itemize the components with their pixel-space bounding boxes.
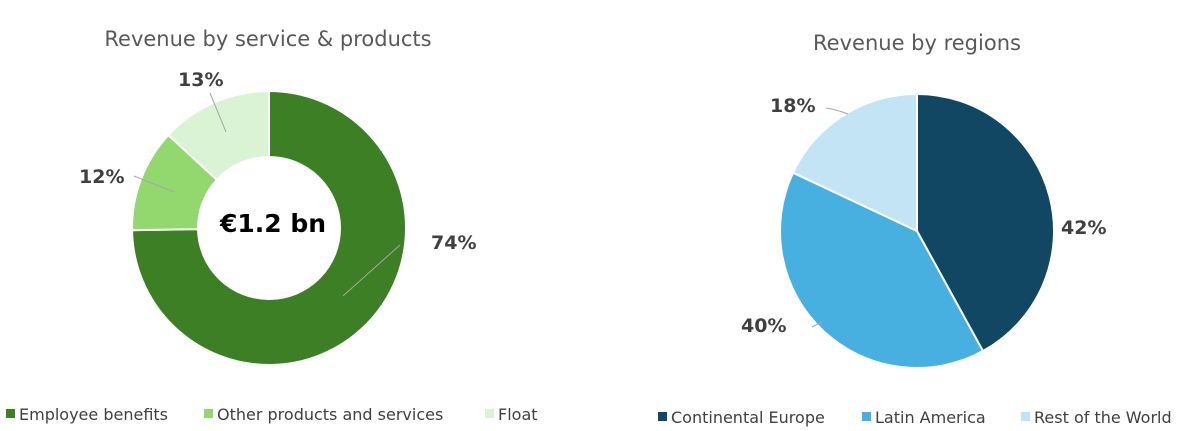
legend-label-other-products: Other products and services (217, 405, 443, 424)
data-label-float: 13% (178, 69, 223, 91)
slice-float (166, 89, 270, 182)
leader-line-employee-benefits (342, 244, 401, 297)
data-label-rest-of-world: 18% (770, 95, 815, 117)
chart2-slices (779, 92, 1055, 369)
leader-line-rest-of-world (825, 107, 849, 115)
leader-line-latin-america (811, 321, 823, 328)
revenue-by-service-chart: Revenue by service & products 74% 12% 13… (6, 27, 538, 424)
data-label-latin-america: 40% (741, 315, 786, 337)
legend-swatch-latin-america (862, 412, 871, 421)
chart2-legend: Continental Europe Latin America Rest of… (658, 408, 1172, 427)
chart1-legend: Employee benefits Other products and ser… (6, 405, 538, 424)
legend-swatch-float (485, 409, 494, 418)
legend-swatch-employee-benefits (6, 409, 15, 418)
slice-employee-benefits (130, 89, 407, 366)
legend-swatch-continental-europe (658, 412, 667, 421)
leader-line-float (209, 92, 227, 133)
data-label-continental-europe: 42% (1061, 217, 1106, 239)
donut-center-label: €1.2 bn (219, 209, 326, 238)
slice-continental-europe (916, 92, 1055, 353)
chart2-leader-lines (811, 107, 849, 328)
slice-rest-of-the-world (791, 92, 918, 233)
leader-line-other-products (133, 175, 175, 193)
legend-label-float: Float (498, 405, 538, 424)
legend-label-latin-america: Latin America (875, 408, 986, 427)
data-label-other-products: 12% (79, 166, 124, 188)
legend-swatch-rest-of-world (1021, 412, 1030, 421)
legend-label-rest-of-world: Rest of the World (1034, 408, 1172, 427)
legend-swatch-other-products (204, 409, 213, 418)
data-label-employee-benefits: 74% (431, 232, 476, 254)
chart1-slices (130, 89, 407, 366)
chart1-title: Revenue by service & products (104, 27, 431, 51)
slice-latin-america (779, 171, 985, 369)
revenue-by-regions-chart: Revenue by regions 42% 40% 18% Continent… (658, 31, 1172, 427)
legend-label-employee-benefits: Employee benefits (19, 405, 168, 424)
chart2-title: Revenue by regions (813, 31, 1021, 55)
legend-label-continental-europe: Continental Europe (671, 408, 825, 427)
chart1-leader-lines (133, 92, 401, 297)
